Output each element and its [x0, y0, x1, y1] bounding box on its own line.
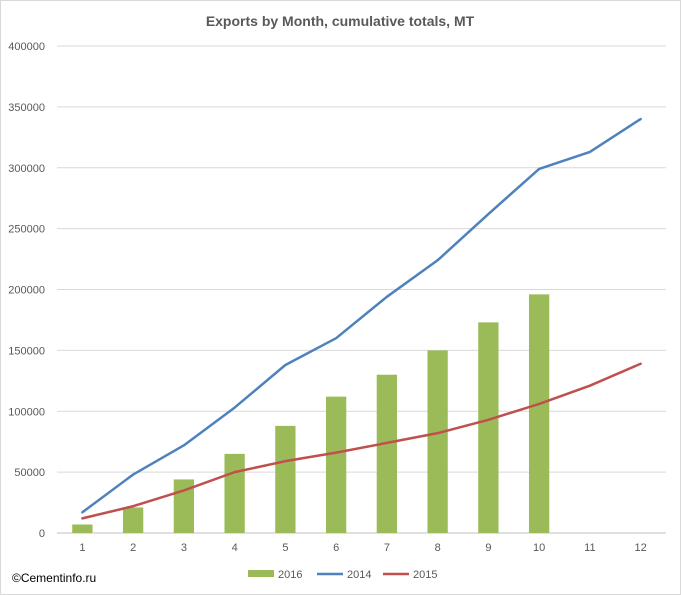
- y-tick-label: 50000: [14, 467, 45, 479]
- bar-2016: [224, 453, 245, 533]
- x-tick-label: 6: [333, 542, 339, 554]
- series-line-2014: [81, 117, 642, 514]
- bar-2016: [72, 524, 93, 533]
- legend: 2016 2014 2015: [248, 569, 437, 581]
- legend-label-2015: 2015: [413, 569, 437, 581]
- x-tick-label: 7: [384, 542, 390, 554]
- y-tick-label: 250000: [8, 224, 45, 236]
- x-tick-label: 1: [79, 542, 85, 554]
- x-tick-label: 12: [635, 542, 647, 554]
- y-tick-label: 300000: [8, 163, 45, 175]
- chart-title: Exports by Month, cumulative totals, MT: [206, 13, 475, 29]
- y-tick-label: 400000: [8, 41, 45, 53]
- x-tick-label: 10: [533, 542, 545, 554]
- y-axis-ticks: 0 50000 100000 150000 200000 250000 300000 3500…: [8, 41, 45, 540]
- bar-2016: [275, 425, 296, 533]
- y-tick-label: 0: [39, 528, 45, 540]
- x-tick-label: 9: [485, 542, 491, 554]
- bar-2016: [122, 507, 144, 533]
- legend-label-2014: 2014: [347, 569, 371, 581]
- bar-2016: [427, 350, 448, 533]
- y-tick-label: 350000: [8, 102, 45, 114]
- x-tick-label: 4: [232, 542, 238, 554]
- y-tick-label: 100000: [8, 406, 45, 418]
- legend-label-2016: 2016: [278, 569, 302, 581]
- bar-2016: [325, 396, 347, 533]
- x-tick-label: 2: [130, 542, 136, 554]
- bar-2016: [376, 374, 398, 533]
- line-series: [81, 117, 642, 520]
- x-tick-label: 5: [282, 542, 288, 554]
- bar-series: [72, 294, 550, 533]
- gridlines: [57, 45, 666, 534]
- watermark-text: ©Cementinfo.ru: [12, 571, 96, 585]
- y-tick-label: 200000: [8, 285, 45, 297]
- bar-2016: [528, 294, 550, 533]
- x-tick-label: 11: [584, 542, 595, 554]
- x-tick-label: 8: [435, 542, 441, 554]
- x-tick-label: 3: [181, 542, 187, 554]
- legend-swatch-2016: [248, 570, 274, 577]
- bar-2016: [478, 322, 499, 533]
- series-line-2015: [81, 362, 642, 520]
- x-axis-ticks: 1 2 3 4 5 6 7 8 9 10 11 12: [79, 542, 646, 554]
- y-tick-label: 150000: [8, 345, 45, 357]
